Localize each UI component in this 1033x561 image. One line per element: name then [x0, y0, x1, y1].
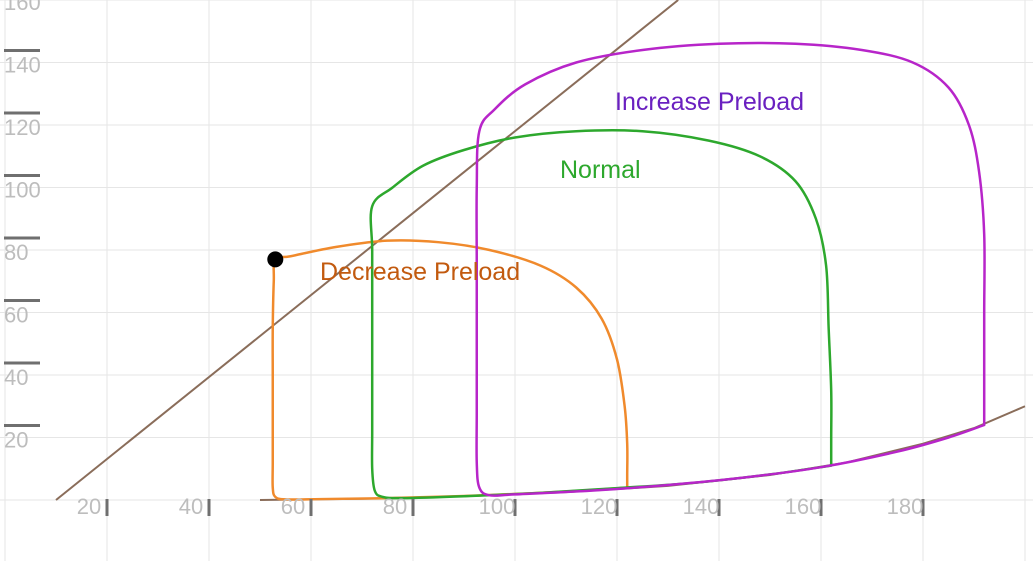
annotation-increase: Increase Preload	[615, 88, 804, 117]
y-tick-label: 80	[4, 240, 28, 265]
x-tick-label: 60	[281, 494, 305, 519]
x-tick-label: 120	[581, 494, 618, 519]
x-tick-label: 160	[785, 494, 822, 519]
y-tick-label: 160	[4, 0, 41, 15]
y-tick-label: 40	[4, 365, 28, 390]
y-tick-label: 100	[4, 178, 41, 203]
pv-loop-chart: LVP (mmHg) vs LVV (ml) 20406080100120140…	[0, 0, 1033, 561]
y-tick-label: 20	[4, 428, 28, 453]
x-tick-label: 80	[383, 494, 407, 519]
x-tick-label: 180	[887, 494, 924, 519]
y-tick-label: 120	[4, 115, 41, 140]
x-tick-label: 20	[77, 494, 101, 519]
x-tick-label: 140	[683, 494, 720, 519]
annotation-decrease: Decrease Preload	[320, 258, 520, 287]
x-tick-label: 100	[479, 494, 516, 519]
operating-point-marker	[267, 251, 283, 267]
y-tick-label: 60	[4, 303, 28, 328]
annotation-normal: Normal	[560, 156, 641, 185]
x-tick-label: 40	[179, 494, 203, 519]
y-tick-label: 140	[4, 53, 41, 78]
